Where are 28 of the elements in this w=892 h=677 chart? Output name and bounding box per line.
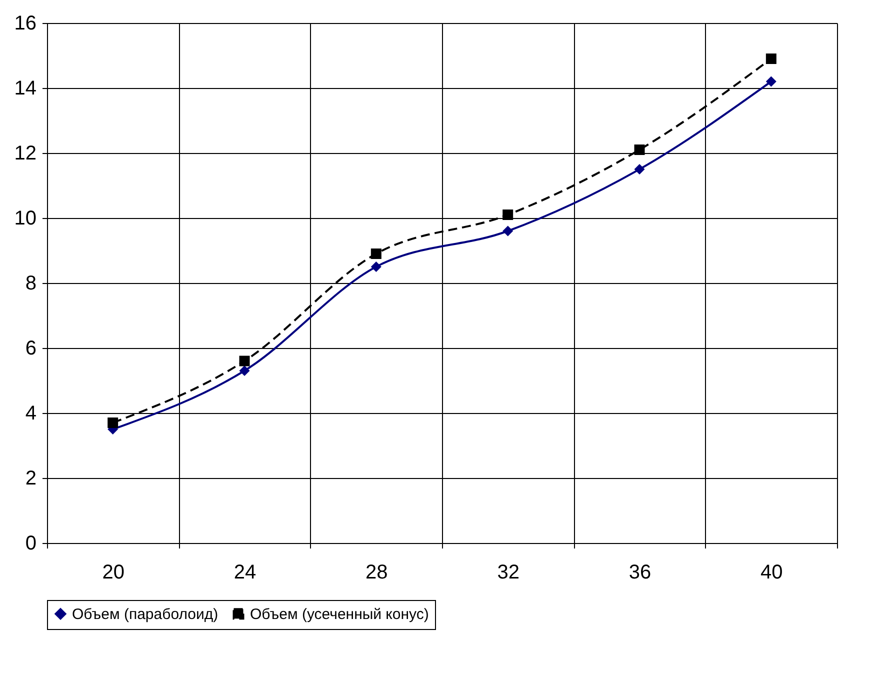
x-tick-label: 40 bbox=[760, 562, 783, 584]
legend-label: Объем (усеченный конус) bbox=[250, 606, 429, 623]
y-tick-label: 16 bbox=[14, 12, 36, 34]
x-tick-label: 36 bbox=[628, 562, 652, 584]
point bbox=[239, 356, 250, 366]
point bbox=[766, 76, 776, 87]
y-tick-label: 14 bbox=[14, 78, 36, 100]
point bbox=[370, 262, 382, 272]
y-tick-label: 10 bbox=[14, 208, 36, 230]
y-tick-label: 4 bbox=[25, 402, 36, 424]
legend-label: Объем (параболоид) bbox=[72, 606, 218, 623]
point bbox=[502, 210, 514, 220]
point bbox=[766, 54, 776, 64]
point bbox=[239, 366, 250, 376]
point bbox=[634, 164, 645, 174]
y-tick-label: 2 bbox=[25, 468, 36, 490]
x-tick-label: 20 bbox=[102, 562, 124, 584]
point bbox=[108, 418, 118, 428]
point bbox=[370, 248, 382, 259]
point bbox=[502, 226, 514, 236]
x-tick-label: 28 bbox=[366, 562, 388, 584]
x-tick-label: 32 bbox=[497, 562, 520, 584]
y-tick-label: 12 bbox=[14, 142, 36, 164]
x-tick-label: 24 bbox=[234, 562, 256, 584]
y-tick-label: 8 bbox=[25, 272, 36, 294]
y-tick-label: 0 bbox=[25, 532, 36, 554]
point bbox=[634, 144, 645, 155]
y-tick-label: 6 bbox=[25, 338, 36, 360]
